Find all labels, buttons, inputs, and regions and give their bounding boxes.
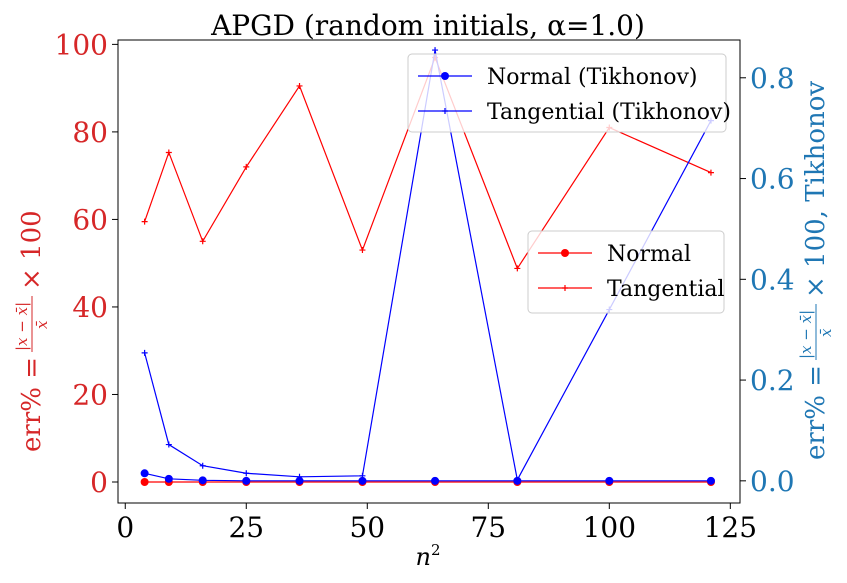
tangential-point bbox=[165, 149, 172, 156]
normal-tikhonov-point bbox=[164, 474, 173, 483]
left-y-tick-label: 0 bbox=[90, 466, 108, 499]
plot-content bbox=[140, 47, 715, 486]
normal-tikhonov-point bbox=[706, 476, 715, 485]
x-tick-label: 50 bbox=[349, 511, 385, 544]
left-y-tick-label: 60 bbox=[72, 203, 108, 236]
x-tick-label: 100 bbox=[583, 511, 636, 544]
normal-tikhonov-point bbox=[295, 476, 304, 485]
right-y-tick-label: 0.4 bbox=[750, 263, 795, 296]
normal-tikhonov-point bbox=[242, 476, 251, 485]
right-ylabel-numerator: |x − x̄| bbox=[797, 310, 815, 359]
tangential-point bbox=[141, 218, 148, 225]
left-y-tick-label: 100 bbox=[55, 28, 108, 61]
left-y-tick-label: 40 bbox=[72, 291, 108, 324]
legend-label: Normal (Tikhonov) bbox=[487, 65, 697, 90]
legend-box bbox=[527, 230, 725, 314]
right-y-tick-label: 0.0 bbox=[750, 465, 795, 498]
tangential-tikhonov-point bbox=[432, 47, 439, 54]
tangential-point bbox=[707, 169, 714, 176]
tangential-tikhonov-point bbox=[165, 441, 172, 448]
left-y-tick-label: 80 bbox=[72, 116, 108, 149]
legend-marker bbox=[561, 249, 569, 257]
x-tick-label: 0 bbox=[116, 511, 134, 544]
legend-marker bbox=[562, 285, 568, 291]
normal-tikhonov-point bbox=[140, 469, 149, 478]
right-y-axis-label: err% = |x − x̄| x̄ × 100, Tikhonov bbox=[797, 81, 835, 460]
tangential-line bbox=[144, 55, 712, 270]
left-ylabel-denominator: x̄ bbox=[33, 320, 51, 329]
normal-tikhonov-line bbox=[144, 472, 711, 482]
left-ylabel-text: err% = bbox=[17, 357, 47, 452]
legend-main: Normal Tangential bbox=[527, 230, 725, 314]
tangential-tikhonov-point bbox=[141, 349, 148, 356]
legend-label: Normal bbox=[607, 242, 691, 267]
tangential-point bbox=[514, 265, 521, 272]
legend-tikhonov: Normal (Tikhonov) Tangential (Tikhonov) bbox=[407, 53, 731, 133]
left-y-axis-label: err% = |x − x̄| x̄ × 100 bbox=[13, 210, 51, 452]
normal-tikhonov-point bbox=[358, 476, 367, 485]
left-ylabel: err% = |x − x̄| x̄ × 100 bbox=[13, 210, 51, 452]
tangential-tikhonov-point bbox=[199, 462, 206, 469]
legend-label: Tangential bbox=[607, 277, 725, 302]
right-y-tick-label: 0.8 bbox=[750, 62, 795, 95]
tangential-point bbox=[243, 163, 250, 170]
tangential-point bbox=[296, 82, 303, 89]
x-tick-label: 125 bbox=[704, 511, 757, 544]
left-y-tick-label: 20 bbox=[72, 378, 108, 411]
x-axis-label: n2 bbox=[415, 541, 440, 571]
normal-tikhonov-point bbox=[198, 476, 207, 485]
legend-label: Tangential (Tikhonov) bbox=[487, 100, 731, 125]
right-ylabel-denominator: x̄ bbox=[817, 328, 835, 337]
tangential-point bbox=[359, 247, 366, 254]
legend-marker bbox=[441, 72, 449, 80]
left-ylabel-suffix: × 100 bbox=[17, 210, 47, 290]
right-y-tick-label: 0.2 bbox=[750, 364, 795, 397]
normal-tikhonov-point bbox=[513, 476, 522, 485]
x-axis: 0 25 50 75 100 125 bbox=[116, 503, 757, 544]
tangential-tikhonov-line bbox=[144, 49, 712, 482]
right-ylabel-text: err% = bbox=[801, 365, 831, 460]
x-tick-label: 75 bbox=[470, 511, 506, 544]
legend-marker bbox=[442, 108, 448, 114]
legend-box bbox=[407, 53, 727, 133]
right-y-axis: 0.0 0.2 0.4 0.6 0.8 bbox=[740, 62, 795, 498]
plot-frame bbox=[117, 39, 741, 504]
right-y-tick-label: 0.6 bbox=[750, 163, 795, 196]
chart-title: APGD (random initials, α=1.0) bbox=[210, 9, 645, 42]
left-y-axis: 0 20 40 60 80 100 bbox=[55, 28, 118, 499]
right-ylabel-suffix: × 100, Tikhonov bbox=[801, 81, 831, 298]
right-ylabel: err% = |x − x̄| x̄ × 100, Tikhonov bbox=[797, 81, 835, 460]
tangential-point bbox=[199, 238, 206, 245]
x-tick-label: 25 bbox=[228, 511, 264, 544]
normal-point bbox=[140, 477, 149, 486]
normal-tikhonov-point bbox=[605, 476, 614, 485]
left-ylabel-numerator: |x − x̄| bbox=[13, 302, 31, 351]
tangential-tikhonov-point bbox=[243, 470, 250, 477]
normal-tikhonov-point bbox=[431, 476, 440, 485]
